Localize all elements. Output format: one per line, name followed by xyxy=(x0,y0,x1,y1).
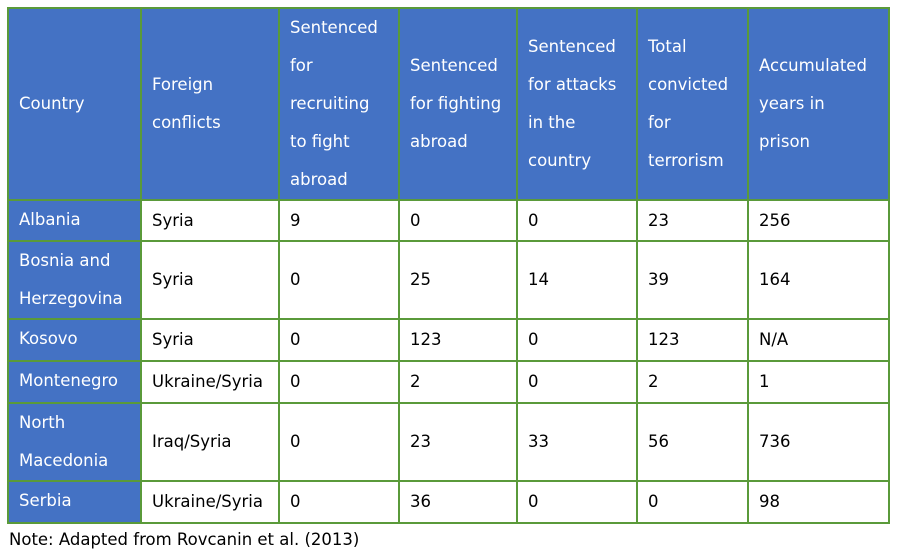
recruiting-cell: 0 xyxy=(278,480,400,524)
total-cell: 39 xyxy=(636,240,749,320)
recruiting-cell: 0 xyxy=(278,402,400,482)
attacks-cell: 0 xyxy=(516,318,638,362)
recruiting-cell: 0 xyxy=(278,318,400,362)
attacks-cell: 14 xyxy=(516,240,638,320)
conflicts-cell: Syria xyxy=(140,199,280,242)
total-cell: 23 xyxy=(636,199,749,242)
attacks-cell: 0 xyxy=(516,360,638,404)
recruiting-cell: 0 xyxy=(278,360,400,404)
years-cell: 736 xyxy=(747,402,890,482)
table-row: Bosnia and Herzegovina Syria 0 25 14 39 … xyxy=(7,240,890,320)
table-row: Kosovo Syria 0 123 0 123 N/A xyxy=(7,318,890,362)
table-row: Albania Syria 9 0 0 23 256 xyxy=(7,199,890,242)
conflicts-cell: Ukraine/Syria xyxy=(140,480,280,524)
total-cell: 123 xyxy=(636,318,749,362)
header-sentenced-attacks: Sentenced for attacks in the country xyxy=(516,7,638,201)
attacks-cell: 0 xyxy=(516,199,638,242)
header-accumulated-years: Accumulated years in prison xyxy=(747,7,890,201)
total-cell: 56 xyxy=(636,402,749,482)
years-cell: 98 xyxy=(747,480,890,524)
table-row: Montenegro Ukraine/Syria 0 2 0 2 1 xyxy=(7,360,890,404)
total-cell: 2 xyxy=(636,360,749,404)
header-country: Country xyxy=(7,7,142,201)
header-foreign-conflicts: Foreign conflicts xyxy=(140,7,280,201)
years-cell: 1 xyxy=(747,360,890,404)
country-cell: Serbia xyxy=(7,480,142,524)
years-cell: 256 xyxy=(747,199,890,242)
header-sentenced-fighting: Sentenced for fighting abroad xyxy=(398,7,518,201)
table-container: Country Foreign conflicts Sentenced for … xyxy=(7,7,890,524)
conflicts-cell: Ukraine/Syria xyxy=(140,360,280,404)
years-cell: N/A xyxy=(747,318,890,362)
recruiting-cell: 9 xyxy=(278,199,400,242)
recruiting-cell: 0 xyxy=(278,240,400,320)
fighting-cell: 0 xyxy=(398,199,518,242)
fighting-cell: 2 xyxy=(398,360,518,404)
country-cell: North Macedonia xyxy=(7,402,142,482)
country-cell: Montenegro xyxy=(7,360,142,404)
table-note: Note: Adapted from Rovcanin et al. (2013… xyxy=(9,530,360,549)
table-row: Serbia Ukraine/Syria 0 36 0 0 98 xyxy=(7,480,890,524)
total-cell: 0 xyxy=(636,480,749,524)
conflicts-cell: Syria xyxy=(140,240,280,320)
conflicts-cell: Iraq/Syria xyxy=(140,402,280,482)
table-row: North Macedonia Iraq/Syria 0 23 33 56 73… xyxy=(7,402,890,482)
country-cell: Bosnia and Herzegovina xyxy=(7,240,142,320)
conflicts-cell: Syria xyxy=(140,318,280,362)
fighting-cell: 25 xyxy=(398,240,518,320)
country-cell: Kosovo xyxy=(7,318,142,362)
attacks-cell: 33 xyxy=(516,402,638,482)
attacks-cell: 0 xyxy=(516,480,638,524)
header-row: Country Foreign conflicts Sentenced for … xyxy=(7,7,890,201)
terrorism-convictions-table: Country Foreign conflicts Sentenced for … xyxy=(7,7,890,524)
years-cell: 164 xyxy=(747,240,890,320)
fighting-cell: 23 xyxy=(398,402,518,482)
fighting-cell: 123 xyxy=(398,318,518,362)
fighting-cell: 36 xyxy=(398,480,518,524)
header-total-convicted: Total convicted for terrorism xyxy=(636,7,749,201)
header-sentenced-recruiting: Sentenced for recruiting to fight abroad xyxy=(278,7,400,201)
country-cell: Albania xyxy=(7,199,142,242)
